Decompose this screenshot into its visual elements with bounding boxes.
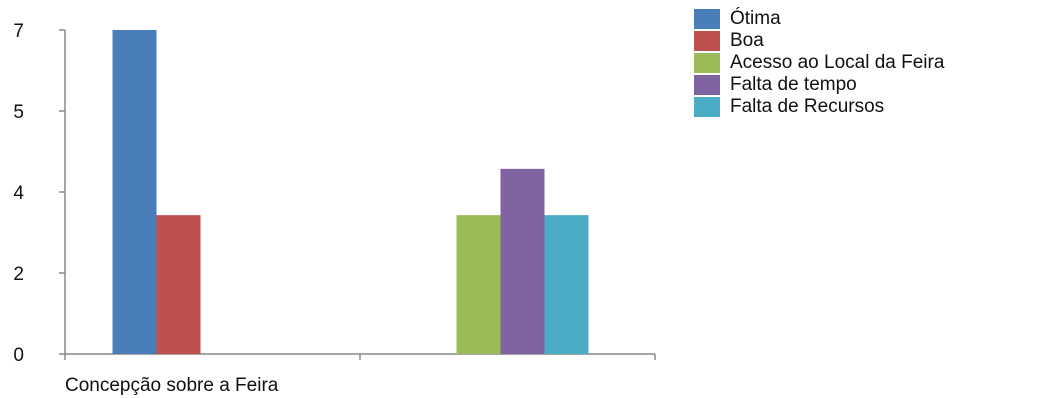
legend-swatch xyxy=(694,9,720,29)
legend-item: Ótima xyxy=(694,8,944,30)
legend-label: Falta de Recursos xyxy=(730,96,885,117)
legend-label: Ótima xyxy=(730,8,781,29)
y-tick-label: 0 xyxy=(13,345,24,366)
y-tick-label: 5 xyxy=(13,102,24,123)
legend-swatch xyxy=(694,97,720,117)
bar-falta-de-tempo-1 xyxy=(500,168,545,354)
x-axis xyxy=(64,353,656,360)
legend-label: Boa xyxy=(730,30,764,51)
legend: Ótima Boa Acesso ao Local da Feira Falta de… xyxy=(694,8,944,118)
bar-falta-de-recursos-1 xyxy=(544,215,589,354)
legend-swatch xyxy=(694,53,720,73)
legend-label: Acesso ao Local da Feira xyxy=(730,52,945,73)
category-label: Concepção sobre a Feira xyxy=(65,375,279,396)
bars xyxy=(112,30,589,354)
y-axis: 0 2 4 5 7 xyxy=(13,21,66,366)
legend-label: Falta de tempo xyxy=(730,74,857,95)
legend-item: Falta de Recursos xyxy=(694,96,944,118)
y-tick-label: 7 xyxy=(13,21,24,42)
bar-chart: 0 2 4 5 7 Concepção sobre a Feira xyxy=(13,21,656,396)
legend-item: Boa xyxy=(694,30,944,52)
bar-boa-0 xyxy=(156,215,201,354)
y-tick-label: 2 xyxy=(13,264,24,285)
legend-item: Acesso ao Local da Feira xyxy=(694,52,944,74)
bar-acesso-ao-local-da-feira-1 xyxy=(456,215,501,354)
y-tick-label: 4 xyxy=(13,183,24,204)
bar--tima-0 xyxy=(112,30,157,354)
legend-swatch xyxy=(694,31,720,51)
category-labels: Concepção sobre a Feira xyxy=(65,375,279,396)
legend-swatch xyxy=(694,75,720,95)
legend-item: Falta de tempo xyxy=(694,74,944,96)
